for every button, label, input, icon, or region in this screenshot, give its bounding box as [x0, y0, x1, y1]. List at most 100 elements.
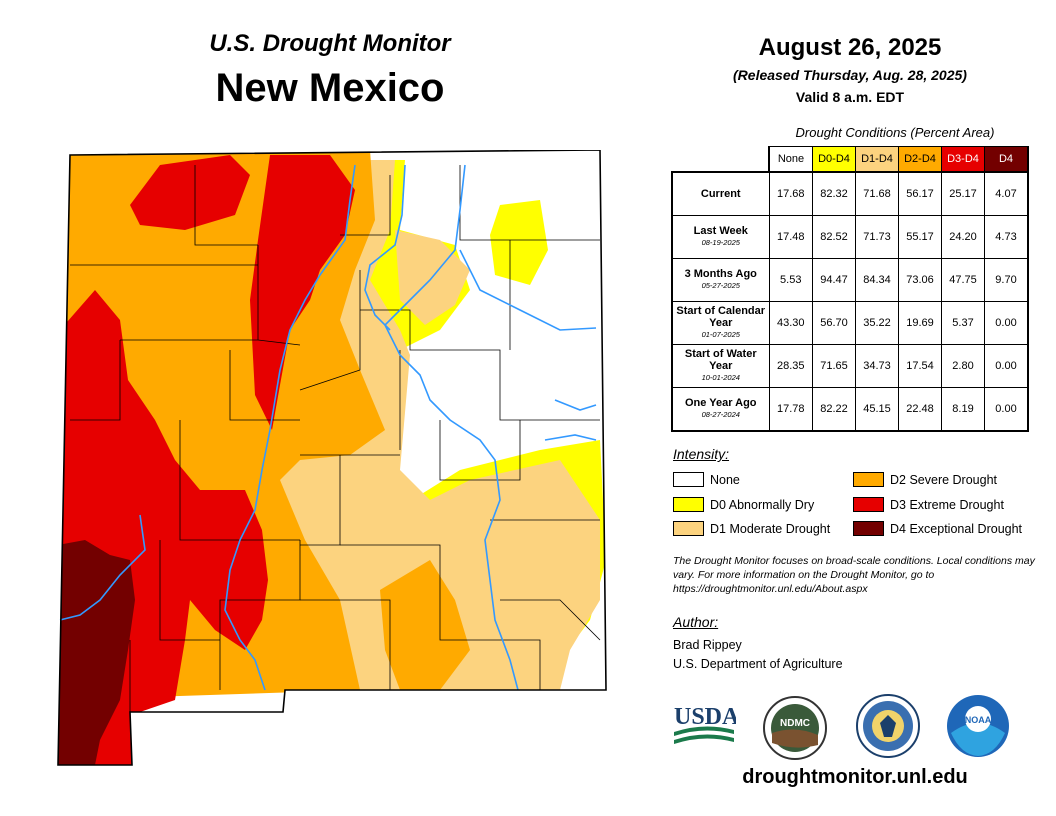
table-corner: [672, 147, 769, 173]
value-cell: 5.37: [941, 301, 985, 345]
value-cell: 84.34: [855, 258, 899, 302]
value-cell: 82.52: [812, 215, 856, 259]
row-date: 10-01-2024: [701, 373, 740, 382]
table-header-row: None D0-D4 D1-D4 D2-D4 D3-D4 D4: [672, 146, 1029, 173]
legend-item: D2 Severe Drought: [853, 472, 997, 487]
value-cell: 19.69: [898, 301, 942, 345]
row-date: 05-27-2025: [701, 281, 740, 290]
usda-logo-text: USDA: [674, 704, 736, 730]
legend-label: None: [710, 472, 740, 487]
value-cell: 2.80: [941, 344, 985, 388]
legend-swatch: [853, 472, 884, 487]
row-label: Start of Water Year: [684, 348, 757, 372]
value-cell: 24.20: [941, 215, 985, 259]
row-date: 08-19-2025: [701, 238, 740, 247]
value-cell: 71.68: [855, 171, 899, 216]
legend-label: D3 Extreme Drought: [890, 497, 1004, 512]
ndmc-logo-text: NDMC: [780, 718, 810, 729]
value-cell: 28.35: [768, 344, 813, 388]
legend-item: D3 Extreme Drought: [853, 497, 1004, 512]
row-label-cell: Current: [671, 171, 770, 216]
legend-swatch: [673, 497, 704, 512]
column-header-d1-d4: D1-D4: [855, 146, 899, 173]
table-row: Start of Water Year 10-01-2024 28.35 71.65 3…: [671, 344, 1029, 388]
column-header-d0-d4: D0-D4: [812, 146, 856, 173]
legend-swatch: [673, 472, 704, 487]
value-cell: 45.15: [855, 387, 899, 432]
column-header-d4: D4: [984, 146, 1029, 173]
table-row: Current 17.68 82.32 71.68 56.17 25.17 4.07: [671, 171, 1029, 216]
author-title: Author:: [673, 614, 719, 630]
value-cell: 0.00: [984, 387, 1029, 432]
value-cell: 4.73: [984, 215, 1029, 259]
column-header-d3-d4: D3-D4: [941, 146, 985, 173]
column-header-none: None: [768, 146, 813, 173]
row-label-cell: 3 Months Ago 05-27-2025: [671, 258, 770, 302]
row-date: 08-27-2024: [701, 410, 740, 419]
value-cell: 71.73: [855, 215, 899, 259]
map-date: August 26, 2025: [758, 34, 942, 61]
value-cell: 25.17: [941, 171, 985, 216]
disclaimer-note: The Drought Monitor focuses on broad-sca…: [673, 555, 1035, 595]
row-label: Current: [700, 188, 741, 200]
legend-item: None: [673, 472, 740, 487]
value-cell: 71.65: [812, 344, 856, 388]
value-cell: 94.47: [812, 258, 856, 302]
row-label-cell: Start of Water Year 10-01-2024: [671, 344, 770, 388]
value-cell: 9.70: [984, 258, 1029, 302]
column-header-d2-d4: D2-D4: [898, 146, 942, 173]
legend-swatch: [853, 497, 884, 512]
table-row: Last Week 08-19-2025 17.48 82.52 71.73 55.17 2…: [671, 215, 1029, 259]
row-label: 3 Months Ago: [684, 268, 757, 280]
row-date: 01-07-2025: [701, 330, 740, 339]
value-cell: 22.48: [898, 387, 942, 432]
legend-item: D0 Abnormally Dry: [673, 497, 814, 512]
legend-item: D1 Moderate Drought: [673, 521, 830, 536]
legend-label: D0 Abnormally Dry: [710, 497, 815, 512]
legend-title: Intensity:: [673, 446, 730, 462]
table-row: One Year Ago 08-27-2024 17.78 82.22 45.15 22.…: [671, 387, 1029, 432]
value-cell: 5.53: [768, 258, 813, 302]
commerce-seal-icon: [856, 694, 920, 758]
region-d0-ne: [490, 200, 548, 285]
value-cell: 73.06: [898, 258, 942, 302]
author-name: Brad Rippey: [673, 638, 742, 652]
region-d3-center: [250, 155, 355, 430]
region-d1: [270, 160, 600, 690]
ndmc-logo: NDMC: [763, 696, 827, 760]
rivers: [59, 164, 597, 691]
legend-item: D4 Exceptional Drought: [853, 521, 1022, 536]
row-label: Last Week: [693, 225, 748, 237]
value-cell: 17.68: [768, 171, 813, 216]
state-outline: [57, 150, 607, 766]
value-cell: 56.17: [898, 171, 942, 216]
value-cell: 17.48: [768, 215, 813, 259]
usda-logo: USDA: [674, 704, 736, 744]
drought-stats-table: None D0-D4 D1-D4 D2-D4 D3-D4 D4 Current 17.68 8…: [671, 146, 1029, 432]
noaa-logo: NOAA: [947, 695, 1009, 757]
value-cell: 4.07: [984, 171, 1029, 216]
legend-swatch: [673, 521, 704, 536]
row-label-cell: One Year Ago 08-27-2024: [671, 387, 770, 432]
value-cell: 56.70: [812, 301, 856, 345]
author-org: U.S. Department of Agriculture: [673, 657, 843, 671]
region-d4: [58, 540, 135, 765]
county-boundaries: [70, 165, 601, 712]
valid-time: Valid 8 a.m. EDT: [795, 89, 905, 105]
table-caption: Drought Conditions (Percent Area): [795, 125, 995, 140]
value-cell: 43.30: [768, 301, 813, 345]
value-cell: 82.32: [812, 171, 856, 216]
legend-label: D2 Severe Drought: [890, 472, 998, 487]
legend-swatch: [853, 521, 884, 536]
region-d3-north: [130, 155, 250, 230]
footer-url[interactable]: droughtmonitor.unl.edu: [742, 766, 968, 788]
value-cell: 0.00: [984, 301, 1029, 345]
table-row: Start of Calendar Year 01-07-2025 43.30 56.…: [671, 301, 1029, 345]
row-label-cell: Last Week 08-19-2025: [671, 215, 770, 259]
legend-label: D1 Moderate Drought: [710, 521, 831, 536]
value-cell: 47.75: [941, 258, 985, 302]
value-cell: 34.73: [855, 344, 899, 388]
value-cell: 17.54: [898, 344, 942, 388]
state-title: New Mexico: [215, 66, 445, 110]
value-cell: 8.19: [941, 387, 985, 432]
